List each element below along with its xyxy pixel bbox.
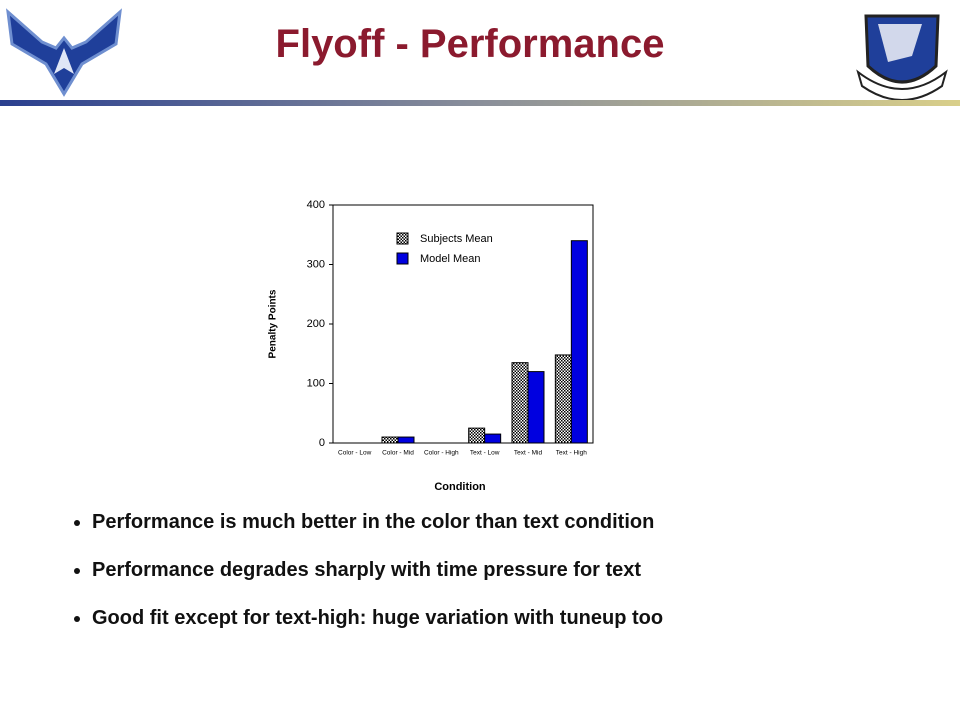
legend-swatch	[396, 232, 409, 245]
bullet: Performance is much better in the color …	[92, 506, 663, 554]
bar	[484, 433, 502, 444]
x-tick-label: Color - Low	[338, 450, 372, 457]
legend-swatch	[396, 252, 409, 265]
bullet: Performance degrades sharply with time p…	[92, 554, 663, 602]
bar	[468, 427, 486, 444]
bar	[570, 240, 588, 444]
bar	[554, 354, 572, 444]
x-axis-label: Condition	[434, 481, 486, 493]
x-tick-label: Color - High	[424, 450, 459, 457]
chart: 0 100 200 300 400 Color - Low Color - Mid Color…	[268, 199, 594, 493]
bar	[511, 362, 529, 444]
bullet: Good fit except for text-high: huge vari…	[92, 602, 663, 650]
x-tick-label: Color - Mid	[382, 450, 414, 457]
legend-label: Model Mean	[420, 253, 481, 265]
bar	[397, 436, 415, 444]
x-tick-label: Text - Low	[470, 450, 500, 457]
y-tick-label: 300	[307, 258, 325, 270]
x-tick-label: Text - High	[556, 450, 587, 457]
x-tick-label: Text - Mid	[514, 450, 543, 457]
y-tick-label: 0	[319, 437, 325, 449]
title-rule	[0, 100, 960, 106]
bar	[381, 436, 399, 444]
air-force-logo	[6, 8, 122, 97]
afosr-shield-logo	[856, 14, 948, 101]
slide-title: Flyoff - Performance	[275, 22, 665, 66]
bullet-list: Performance is much better in the color …	[70, 506, 663, 650]
y-tick-label: 400	[307, 199, 325, 211]
bar	[527, 371, 545, 444]
y-tick-label: 200	[307, 318, 325, 330]
legend-label: Subjects Mean	[420, 233, 493, 245]
y-tick-label: 100	[307, 377, 325, 389]
y-axis-label: Penalty Points	[268, 289, 279, 358]
